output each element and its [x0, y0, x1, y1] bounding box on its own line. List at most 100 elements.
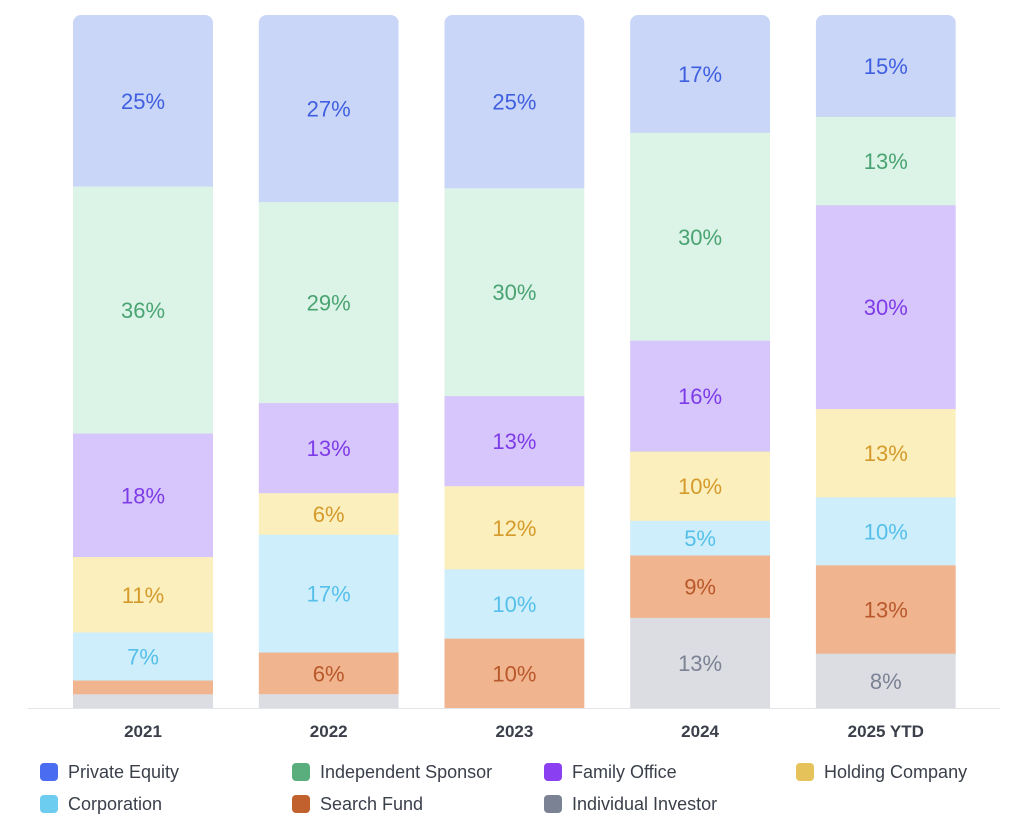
data-label-individual-investor-2025-ytd: 8%	[870, 669, 902, 694]
legend-label-family-office: Family Office	[572, 761, 677, 782]
bar-segment-corporation-2021	[73, 632, 213, 682]
bar-segment-search-fund-2023	[444, 638, 585, 709]
x-tick-label-2025-ytd: 2025 YTD	[848, 722, 924, 741]
legend-swatch-individual-investor	[544, 795, 562, 813]
bar-segment-family-office-2023	[444, 396, 585, 487]
bar-segment-holding-company-2024	[630, 451, 771, 522]
data-label-private-equity-2025-ytd: 15%	[864, 54, 908, 79]
bar-segment-family-office-2025-ytd	[815, 205, 956, 410]
data-label-holding-company-2025-ytd: 13%	[864, 441, 908, 466]
data-label-family-office-2021: 18%	[121, 483, 165, 508]
legend-swatch-private-equity	[40, 763, 58, 781]
bar-segment-independent-sponsor-2022	[258, 202, 399, 404]
legend-label-corporation: Corporation	[68, 793, 163, 814]
data-label-holding-company-2023: 12%	[492, 516, 536, 541]
bar-segment-search-fund-2022	[258, 652, 399, 695]
data-label-independent-sponsor-2025-ytd: 13%	[864, 149, 908, 174]
legend-label-holding-company: Holding Company	[824, 761, 968, 782]
bar-segment-private-equity-2023	[444, 15, 585, 189]
data-label-corporation-2025-ytd: 10%	[864, 519, 908, 544]
data-label-private-equity-2022: 27%	[307, 97, 351, 122]
data-label-holding-company-2022: 6%	[313, 502, 345, 527]
bar-column-2023	[444, 15, 585, 709]
legend-label-independent-sponsor: Independent Sponsor	[320, 761, 493, 782]
x-tick-label-2023: 2023	[495, 722, 533, 741]
data-label-corporation-2023: 10%	[492, 592, 536, 617]
data-label-search-fund-2024: 9%	[684, 575, 716, 600]
bar-segment-corporation-2024	[630, 520, 771, 557]
data-label-private-equity-2024: 17%	[678, 62, 722, 87]
data-label-independent-sponsor-2022: 29%	[307, 291, 351, 316]
bar-column-2022	[258, 15, 399, 709]
legend-swatch-holding-company	[796, 763, 814, 781]
bar-column-2021	[73, 15, 213, 709]
x-tick-label-2024: 2024	[681, 722, 719, 741]
bar-segment-independent-sponsor-2024	[630, 132, 771, 342]
data-label-private-equity-2021: 25%	[121, 89, 165, 114]
data-label-search-fund-2023: 10%	[492, 661, 536, 686]
bar-segment-private-equity-2021	[73, 15, 213, 188]
legend-swatch-search-fund	[292, 795, 310, 813]
legend-item-holding-company: Holding Company	[796, 760, 967, 784]
x-tick-label-2022: 2022	[310, 722, 348, 741]
legend-item-search-fund: Search Fund	[292, 792, 423, 816]
data-label-independent-sponsor-2024: 30%	[678, 225, 722, 250]
x-tick-label-2021: 2021	[124, 722, 162, 741]
bar-labels-2022: 27% 29% 13% 6% 17% 6%	[307, 97, 351, 687]
bar-segment-holding-company-2025-ytd	[815, 409, 956, 498]
bar-labels-2024: 17% 30% 16% 10% 5% 9% 13%	[678, 62, 722, 676]
data-label-family-office-2023: 13%	[492, 429, 536, 454]
data-label-corporation-2024: 5%	[684, 526, 716, 551]
bar-labels-2025-ytd: 15% 13% 30% 13% 10% 13% 8%	[864, 54, 908, 694]
data-label-private-equity-2023: 25%	[492, 90, 536, 115]
legend-item-corporation: Corporation	[40, 792, 162, 816]
bar-segment-independent-sponsor-2023	[444, 188, 585, 397]
data-label-corporation-2022: 17%	[307, 582, 351, 607]
data-label-holding-company-2024: 10%	[678, 474, 722, 499]
bars-group: 25%36%18%11%7%27%29%13%6%17%6%25%30%13%1…	[73, 15, 956, 709]
data-label-search-fund-2022: 6%	[313, 661, 345, 686]
data-label-search-fund-2025-ytd: 13%	[864, 597, 908, 622]
bar-segment-family-office-2021	[73, 433, 213, 558]
legend-item-individual-investor: Individual Investor	[544, 792, 717, 816]
data-label-family-office-2022: 13%	[307, 436, 351, 461]
bar-column-2025-ytd	[815, 15, 956, 709]
bar-labels-2023: 25% 30% 13% 12% 10% 10%	[492, 90, 536, 687]
data-label-corporation-2021: 7%	[127, 645, 159, 670]
bar-segment-holding-company-2022	[258, 493, 399, 536]
data-label-individual-investor-2024: 13%	[678, 651, 722, 676]
data-label-family-office-2025-ytd: 30%	[864, 295, 908, 320]
bar-segment-corporation-2025-ytd	[815, 497, 956, 566]
bar-segment-private-equity-2024	[630, 15, 771, 134]
data-label-holding-company-2021: 11%	[122, 583, 164, 608]
legend-label-search-fund: Search Fund	[320, 793, 424, 814]
bar-segment-individual-investor-2024	[630, 617, 771, 709]
bar-segment-family-office-2024	[630, 340, 771, 453]
bar-segment-family-office-2022	[258, 403, 399, 494]
legend: Private Equity Independent Sponsor Family …	[40, 760, 1000, 830]
bar-segment-holding-company-2023	[444, 486, 585, 570]
legend-item-private-equity: Private Equity	[40, 760, 179, 784]
bar-segment-corporation-2023	[444, 569, 585, 640]
bar-segment-private-equity-2025-ytd	[815, 15, 956, 118]
bar-segment-independent-sponsor-2021	[73, 186, 213, 435]
bar-column-2024	[630, 15, 771, 709]
bar-segment-corporation-2022	[258, 534, 399, 654]
legend-swatch-independent-sponsor	[292, 763, 310, 781]
bar-segment-search-fund-2025-ytd	[815, 565, 956, 655]
legend-item-independent-sponsor: Independent Sponsor	[292, 760, 492, 784]
legend-item-family-office: Family Office	[544, 760, 677, 784]
bar-segment-individual-investor-2021	[73, 694, 213, 709]
bar-labels-2021: 25% 36% 18% 11% 7%	[121, 89, 165, 670]
bar-segment-independent-sponsor-2025-ytd	[815, 116, 956, 206]
x-tick-labels: 2021 2022 2023 2024 2025 YTD	[124, 722, 924, 741]
data-label-independent-sponsor-2023: 30%	[492, 280, 536, 305]
legend-label-individual-investor: Individual Investor	[572, 793, 718, 814]
data-label-independent-sponsor-2021: 36%	[121, 298, 165, 323]
bar-segment-individual-investor-2022	[258, 694, 399, 709]
data-label-family-office-2024: 16%	[678, 384, 722, 409]
bar-segment-search-fund-2021	[73, 680, 213, 695]
bar-segment-individual-investor-2025-ytd	[815, 653, 956, 709]
legend-swatch-family-office	[544, 763, 562, 781]
